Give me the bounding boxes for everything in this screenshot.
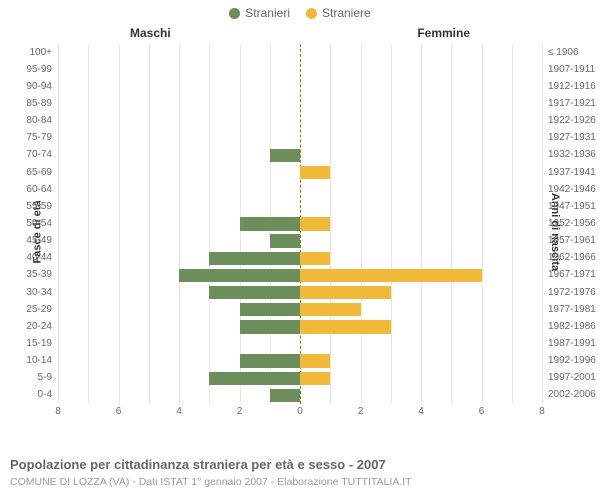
plot-area — [58, 44, 542, 404]
y-tick-birth: 1952-1956 — [544, 218, 600, 229]
y-tick-birth: 1987-1991 — [544, 338, 600, 349]
y-tick-birth: 1922-1926 — [544, 115, 600, 126]
bar-female — [300, 217, 330, 230]
gridline — [421, 44, 422, 404]
chart-subcaption: COMUNE DI LOZZA (VA) - Dati ISTAT 1° gen… — [10, 476, 412, 488]
y-tick-birth: 1947-1951 — [544, 201, 600, 212]
gridline — [542, 44, 543, 404]
x-tick: 6 — [116, 406, 122, 417]
legend-male: Stranieri — [229, 6, 290, 20]
legend-female-label: Straniere — [322, 6, 371, 20]
gridline — [512, 44, 513, 404]
y-tick-birth: 1907-1911 — [544, 64, 600, 75]
population-pyramid-chart: Maschi Femmine Fasce di età Anni di nasc… — [0, 22, 600, 442]
bar-male — [209, 372, 300, 385]
x-tick: 4 — [176, 406, 182, 417]
y-tick-age: 85-89 — [0, 98, 56, 109]
y-tick-birth: 1942-1946 — [544, 184, 600, 195]
bar-male — [209, 252, 300, 265]
x-tick: 6 — [479, 406, 485, 417]
bar-male — [179, 269, 300, 282]
bar-female — [300, 372, 330, 385]
bar-female — [300, 354, 330, 367]
y-tick-age: 40-44 — [0, 252, 56, 263]
y-tick-age: 100+ — [0, 47, 56, 58]
y-tick-birth: 1932-1936 — [544, 149, 600, 160]
x-tick: 8 — [55, 406, 61, 417]
y-tick-birth: 1967-1971 — [544, 269, 600, 280]
y-tick-birth: 1997-2001 — [544, 372, 600, 383]
x-tick: 2 — [358, 406, 364, 417]
bar-female — [300, 320, 391, 333]
y-tick-birth: 1927-1931 — [544, 132, 600, 143]
y-tick-birth: 1912-1916 — [544, 81, 600, 92]
bar-male — [240, 320, 301, 333]
y-tick-birth: 1962-1966 — [544, 252, 600, 263]
y-tick-age: 10-14 — [0, 355, 56, 366]
gridline — [58, 44, 59, 404]
y-tick-birth: 1937-1941 — [544, 167, 600, 178]
y-tick-birth: 1957-1961 — [544, 235, 600, 246]
legend-male-swatch — [229, 8, 240, 19]
y-tick-age: 95-99 — [0, 64, 56, 75]
bar-male — [240, 217, 301, 230]
gridline — [119, 44, 120, 404]
y-tick-age: 60-64 — [0, 184, 56, 195]
x-tick: 0 — [297, 406, 303, 417]
gridline — [482, 44, 483, 404]
gridline — [451, 44, 452, 404]
bar-male — [240, 354, 301, 367]
bar-female — [300, 286, 391, 299]
y-tick-age: 15-19 — [0, 338, 56, 349]
x-tick: 2 — [237, 406, 243, 417]
y-tick-age: 90-94 — [0, 81, 56, 92]
bar-female — [300, 166, 330, 179]
gridline — [391, 44, 392, 404]
x-tick: 8 — [539, 406, 545, 417]
legend: Stranieri Straniere — [0, 0, 600, 22]
y-tick-age: 20-24 — [0, 321, 56, 332]
gridline — [88, 44, 89, 404]
y-tick-birth: 1917-1921 — [544, 98, 600, 109]
chart-caption: Popolazione per cittadinanza straniera p… — [10, 457, 386, 472]
gridline — [361, 44, 362, 404]
bar-male — [270, 149, 300, 162]
y-tick-birth: 1977-1981 — [544, 304, 600, 315]
y-tick-birth: 2002-2006 — [544, 389, 600, 400]
y-tick-age: 45-49 — [0, 235, 56, 246]
gridline — [179, 44, 180, 404]
gridline — [209, 44, 210, 404]
bar-female — [300, 269, 482, 282]
bar-male — [209, 286, 300, 299]
x-axis-ticks: 8 6 4 2 0 2 4 6 8 — [58, 406, 542, 420]
y-tick-age: 35-39 — [0, 269, 56, 280]
x-tick: 4 — [418, 406, 424, 417]
y-tick-age: 75-79 — [0, 132, 56, 143]
column-title-female: Femmine — [417, 26, 470, 40]
y-tick-age: 30-34 — [0, 287, 56, 298]
bar-male — [270, 389, 300, 402]
gridline — [149, 44, 150, 404]
column-title-male: Maschi — [130, 26, 171, 40]
y-tick-age: 65-69 — [0, 167, 56, 178]
y-tick-age: 5-9 — [0, 372, 56, 383]
legend-female-swatch — [306, 8, 317, 19]
gridline — [330, 44, 331, 404]
bar-female — [300, 252, 330, 265]
bar-male — [270, 234, 300, 247]
legend-female: Straniere — [306, 6, 371, 20]
y-tick-age: 55-59 — [0, 201, 56, 212]
y-tick-birth: 1982-1986 — [544, 321, 600, 332]
y-tick-birth: 1992-1996 — [544, 355, 600, 366]
y-tick-age: 80-84 — [0, 115, 56, 126]
y-tick-age: 0-4 — [0, 389, 56, 400]
bar-male — [240, 303, 301, 316]
y-tick-age: 50-54 — [0, 218, 56, 229]
y-tick-age: 70-74 — [0, 149, 56, 160]
y-tick-birth: 1972-1976 — [544, 287, 600, 298]
y-tick-age: 25-29 — [0, 304, 56, 315]
y-tick-birth: ≤ 1906 — [544, 47, 600, 58]
legend-male-label: Stranieri — [245, 6, 290, 20]
bar-female — [300, 303, 361, 316]
